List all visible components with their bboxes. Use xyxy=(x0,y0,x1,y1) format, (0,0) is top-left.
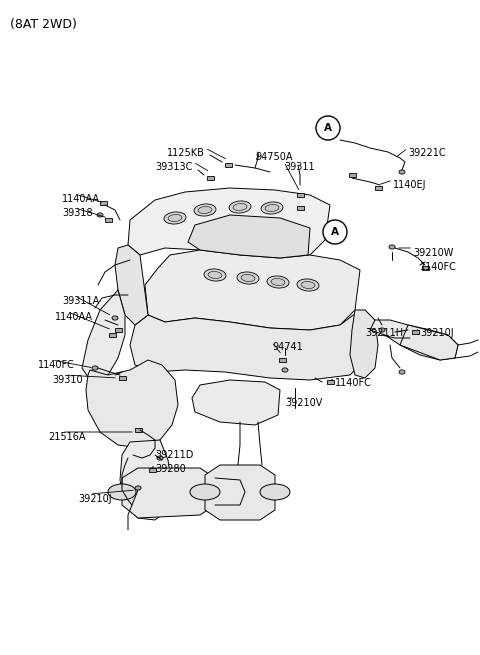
Text: A: A xyxy=(331,227,339,237)
Ellipse shape xyxy=(201,484,229,500)
Text: 1140FC: 1140FC xyxy=(38,360,75,370)
Ellipse shape xyxy=(379,328,385,332)
Bar xyxy=(119,376,126,380)
Bar xyxy=(297,206,304,210)
Text: 39280: 39280 xyxy=(155,464,186,474)
Ellipse shape xyxy=(297,279,319,291)
Ellipse shape xyxy=(399,370,405,374)
Circle shape xyxy=(323,220,347,244)
Bar xyxy=(135,428,142,432)
Polygon shape xyxy=(86,360,178,448)
Text: 39210J: 39210J xyxy=(420,328,454,338)
Bar xyxy=(412,330,419,334)
Ellipse shape xyxy=(194,204,216,216)
Ellipse shape xyxy=(233,204,247,210)
Text: 39318: 39318 xyxy=(62,208,93,218)
Ellipse shape xyxy=(97,213,103,217)
Bar xyxy=(297,193,304,197)
Text: 39311: 39311 xyxy=(284,162,314,172)
Ellipse shape xyxy=(92,366,98,370)
Ellipse shape xyxy=(271,278,285,286)
Polygon shape xyxy=(115,245,148,325)
Text: 1140EJ: 1140EJ xyxy=(393,180,427,190)
Ellipse shape xyxy=(229,201,251,213)
Bar xyxy=(422,266,429,270)
Bar xyxy=(207,176,214,180)
Text: 1140FC: 1140FC xyxy=(335,378,372,388)
Text: 39210W: 39210W xyxy=(413,248,454,258)
Text: 1140AA: 1140AA xyxy=(55,312,93,322)
Ellipse shape xyxy=(208,271,222,278)
Bar xyxy=(109,333,116,337)
Bar xyxy=(375,186,382,190)
Text: 21516A: 21516A xyxy=(48,432,85,442)
Bar xyxy=(279,358,286,362)
Ellipse shape xyxy=(282,368,288,372)
Text: 1140FC: 1140FC xyxy=(420,262,457,272)
Ellipse shape xyxy=(261,202,283,214)
Ellipse shape xyxy=(198,206,212,214)
Text: 39210V: 39210V xyxy=(285,398,323,408)
Bar xyxy=(100,201,107,205)
Ellipse shape xyxy=(260,484,290,500)
Circle shape xyxy=(316,116,340,140)
Ellipse shape xyxy=(301,282,315,289)
Text: 94741: 94741 xyxy=(272,342,303,352)
Polygon shape xyxy=(82,290,125,380)
Text: 39211D: 39211D xyxy=(155,450,193,460)
Polygon shape xyxy=(400,325,458,360)
Bar xyxy=(149,468,156,472)
Ellipse shape xyxy=(168,214,182,221)
Ellipse shape xyxy=(204,269,226,281)
Polygon shape xyxy=(130,310,370,380)
Text: 39211H: 39211H xyxy=(365,328,403,338)
Bar xyxy=(327,380,334,384)
Text: 39310: 39310 xyxy=(52,375,83,385)
Polygon shape xyxy=(192,380,280,425)
Polygon shape xyxy=(205,465,275,520)
Ellipse shape xyxy=(265,204,279,212)
Text: 39311A: 39311A xyxy=(62,296,99,306)
Text: 94750A: 94750A xyxy=(255,152,292,162)
Polygon shape xyxy=(188,215,310,258)
Text: 1140AA: 1140AA xyxy=(62,194,100,204)
Ellipse shape xyxy=(157,456,163,460)
Ellipse shape xyxy=(267,276,289,288)
Polygon shape xyxy=(122,468,215,518)
Ellipse shape xyxy=(135,486,141,490)
Bar xyxy=(115,328,122,332)
Polygon shape xyxy=(370,320,458,360)
Ellipse shape xyxy=(164,212,186,224)
Text: (8AT 2WD): (8AT 2WD) xyxy=(10,18,77,31)
Ellipse shape xyxy=(237,272,259,284)
Ellipse shape xyxy=(399,170,405,174)
Bar xyxy=(225,163,232,167)
Polygon shape xyxy=(350,310,378,378)
Ellipse shape xyxy=(389,245,395,249)
Polygon shape xyxy=(145,250,360,330)
Bar xyxy=(349,173,356,177)
Bar xyxy=(105,218,112,222)
Text: 39313C: 39313C xyxy=(156,162,193,172)
Polygon shape xyxy=(120,440,172,520)
Ellipse shape xyxy=(190,484,220,500)
Ellipse shape xyxy=(108,484,136,500)
Text: 39210J: 39210J xyxy=(78,494,112,504)
Text: A: A xyxy=(324,123,332,133)
Text: 1125KB: 1125KB xyxy=(167,148,205,158)
Ellipse shape xyxy=(112,316,118,320)
Ellipse shape xyxy=(241,274,255,282)
Polygon shape xyxy=(128,188,330,258)
Text: 39221C: 39221C xyxy=(408,148,445,158)
